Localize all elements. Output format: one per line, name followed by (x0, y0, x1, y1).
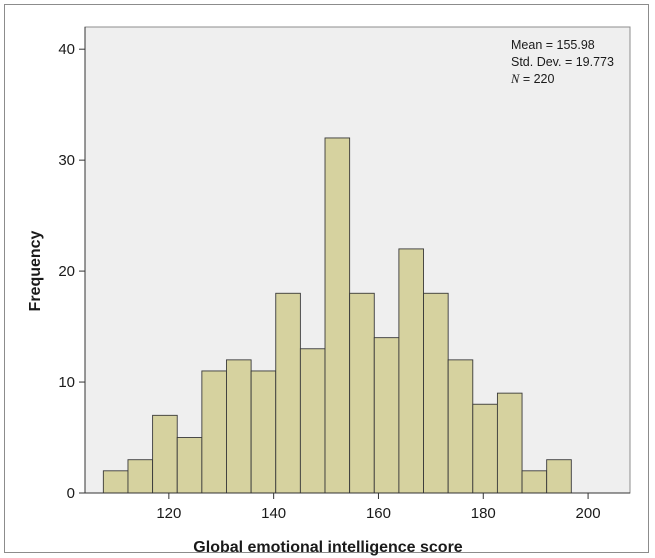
y-tick-label: 10 (58, 374, 75, 391)
histogram-bar (226, 359, 252, 494)
x-tick-label: 160 (366, 505, 391, 522)
y-axis-title: Frequency (27, 230, 44, 311)
y-tick-label: 30 (58, 152, 75, 169)
histogram-bar (299, 348, 326, 494)
histogram-bar (176, 437, 203, 494)
histogram-bar (423, 292, 449, 494)
histogram-bar (201, 370, 227, 494)
y-tick-label: 20 (58, 263, 75, 280)
stat-sd: Std. Dev. = 19.773 (511, 55, 614, 69)
x-tick-label: 200 (576, 505, 601, 522)
y-tick-label: 40 (58, 41, 75, 58)
histogram-bar (373, 337, 400, 494)
stat-n-value: = 220 (519, 72, 554, 86)
histogram-bar (521, 470, 548, 494)
bars-group (102, 137, 572, 494)
histogram-bar (496, 392, 523, 494)
histogram-bar (275, 292, 301, 494)
stat-n-symbol: N (510, 72, 520, 86)
y-axis: 0 10 20 30 40 (58, 27, 86, 502)
stat-mean: Mean = 155.98 (511, 38, 595, 52)
x-tick-label: 120 (156, 505, 181, 522)
histogram-bar (349, 292, 375, 494)
x-axis: 120 140 160 180 200 (85, 492, 630, 522)
histogram-bar (250, 370, 277, 494)
x-tick-label: 180 (471, 505, 496, 522)
histogram-bar (546, 459, 572, 494)
stat-n: N = 220 (510, 72, 554, 86)
histogram-bar (472, 403, 498, 494)
histogram-bar (127, 459, 154, 494)
x-axis-title: Global emotional intelligence score (193, 539, 463, 556)
histogram-bar (398, 248, 424, 494)
y-tick-label: 0 (67, 485, 75, 502)
histogram-bar (152, 414, 178, 494)
histogram-bar (102, 470, 129, 494)
histogram-bar (447, 359, 474, 494)
x-tick-label: 140 (261, 505, 286, 522)
stats-box: Mean = 155.98 Std. Dev. = 19.773 N = 220 (510, 38, 614, 86)
histogram-bar (324, 137, 351, 494)
